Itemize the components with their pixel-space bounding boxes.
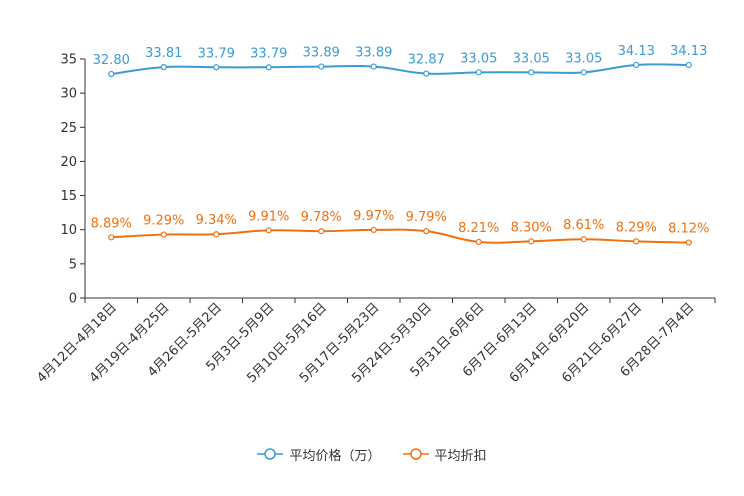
legend-marker-price-icon [257, 448, 284, 460]
legend: 平均价格（万） 平均折扣 [0, 444, 744, 464]
price-data-point[interactable] [475, 69, 482, 76]
y-tick-label: 25 [60, 121, 77, 136]
price-data-label: 33.79 [198, 46, 235, 61]
y-tick-label: 10 [60, 223, 77, 238]
discount-data-label: 8.30% [511, 220, 552, 235]
discount-data-label: 8.89% [91, 216, 132, 231]
discount-series-line [111, 228, 689, 244]
price-data-label: 33.79 [250, 46, 287, 61]
price-data-point[interactable] [213, 64, 220, 71]
price-series-line [111, 63, 689, 76]
discount-data-label: 8.29% [616, 220, 657, 235]
discount-data-point[interactable] [528, 238, 535, 245]
price-data-label: 34.13 [618, 44, 655, 59]
discount-data-point[interactable] [318, 228, 325, 235]
discount-data-label: 9.91% [248, 209, 289, 224]
price-data-label: 33.05 [565, 51, 602, 66]
price-data-label: 32.87 [408, 53, 445, 68]
price-data-point[interactable] [265, 64, 272, 71]
discount-data-point[interactable] [633, 238, 640, 245]
discount-data-point[interactable] [213, 231, 220, 238]
legend-item-discount[interactable]: 平均折扣 [402, 445, 487, 464]
discount-data-label: 8.12% [668, 222, 709, 237]
price-data-point[interactable] [423, 70, 430, 77]
price-data-label: 33.05 [460, 51, 497, 66]
price-data-point[interactable] [685, 61, 692, 69]
legend-label-discount: 平均折扣 [434, 448, 487, 464]
discount-data-label: 9.97% [353, 209, 394, 224]
price-data-label: 32.80 [93, 53, 130, 68]
discount-data-label: 9.78% [301, 210, 342, 225]
price-data-point[interactable] [580, 69, 587, 76]
discount-data-point[interactable] [685, 239, 692, 246]
price-data-label: 33.81 [145, 46, 182, 61]
price-data-label: 33.89 [355, 46, 392, 61]
price-data-point[interactable] [370, 63, 377, 70]
price-data-point[interactable] [318, 63, 325, 70]
legend-marker-discount-icon [402, 448, 429, 460]
y-tick-label: 30 [60, 87, 77, 102]
discount-data-label: 9.79% [406, 210, 447, 225]
discount-data-point[interactable] [160, 231, 167, 238]
discount-data-label: 8.61% [563, 218, 604, 233]
y-tick-label: 35 [60, 53, 77, 68]
discount-data-point[interactable] [370, 226, 377, 234]
price-data-label: 34.13 [670, 44, 707, 59]
line-chart: 051015202530354月12日-4月18日4月19日-4月25日4月26… [34, 44, 716, 386]
y-tick-label: 5 [69, 257, 77, 272]
discount-data-point[interactable] [475, 238, 482, 246]
price-data-point[interactable] [528, 69, 535, 76]
discount-data-label: 9.34% [196, 213, 237, 228]
legend-item-price[interactable]: 平均价格（万） [257, 445, 381, 464]
price-data-point[interactable] [108, 70, 115, 78]
discount-data-label: 8.21% [458, 221, 499, 236]
discount-data-label: 9.29% [143, 214, 184, 229]
discount-data-point[interactable] [108, 234, 115, 241]
discount-data-point[interactable] [423, 228, 430, 235]
discount-data-point[interactable] [265, 227, 272, 234]
price-data-point[interactable] [633, 61, 640, 69]
price-data-label: 33.89 [303, 46, 340, 61]
price-data-point[interactable] [160, 64, 167, 71]
y-tick-label: 20 [60, 155, 77, 170]
price-data-label: 33.05 [513, 51, 550, 66]
discount-data-point[interactable] [580, 236, 587, 243]
y-tick-label: 15 [60, 189, 77, 204]
y-tick-label: 0 [69, 292, 77, 307]
legend-label-price: 平均价格（万） [289, 448, 381, 464]
